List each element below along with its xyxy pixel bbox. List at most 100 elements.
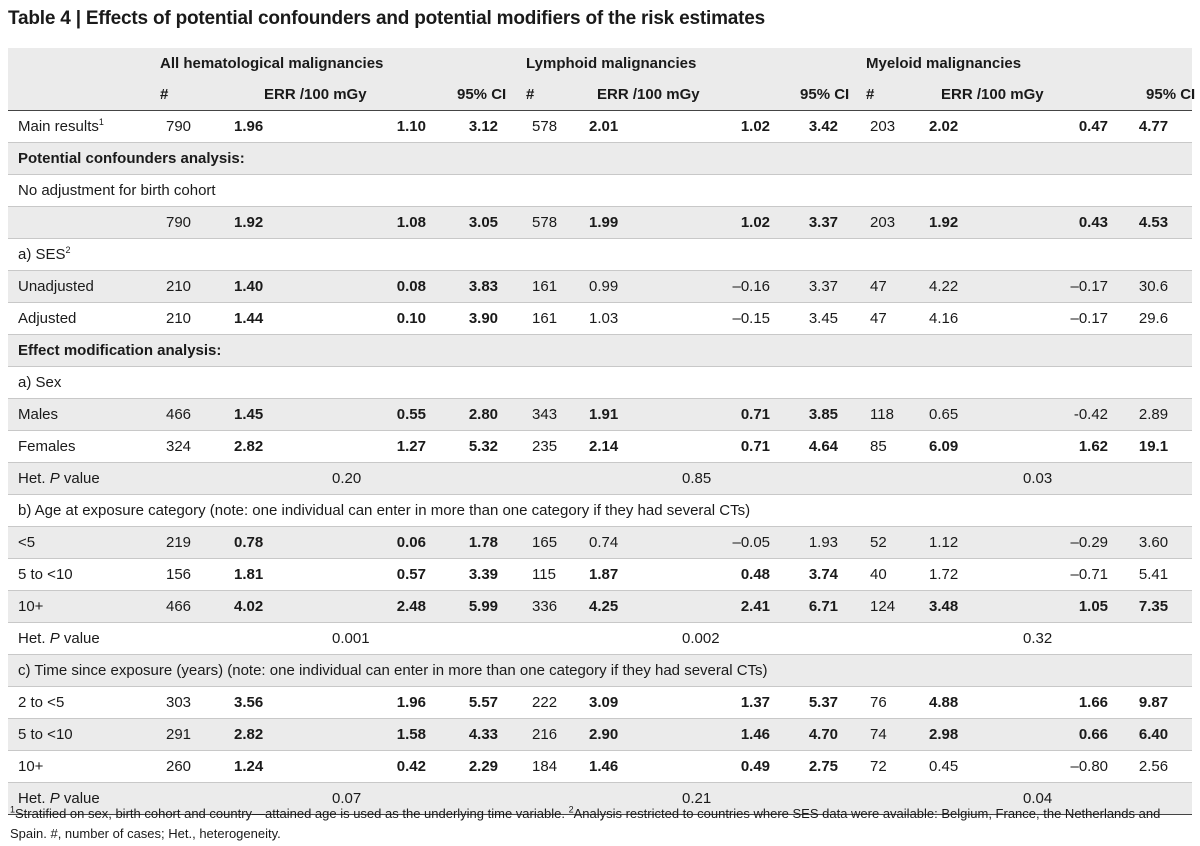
cell-cases: 85: [860, 430, 930, 463]
data-row: 5 to <10 291 2.82 1.58 4.33 216 2.90 1.46 4.70 74…: [8, 718, 1193, 751]
subgroup-label: c) Time since exposure (years) (note: on…: [18, 662, 768, 679]
row-label: 5 to <10: [8, 558, 154, 591]
cell-cases: 343: [520, 398, 588, 431]
cell-cases: 47: [860, 270, 930, 303]
cell-ci-upper: 5.57: [434, 686, 521, 719]
cell-cases: 156: [154, 558, 234, 591]
cell-ci-upper: 2.29: [434, 750, 521, 783]
cell-ci-upper: 5.41: [1116, 558, 1193, 591]
row-label-text: Main results: [18, 118, 99, 135]
row-label: 5 to <10: [8, 718, 154, 751]
row-label-text: Adjusted: [18, 310, 77, 327]
cell-ci-lower: 0.42: [332, 750, 434, 783]
cell-ci-upper: 2.75: [776, 750, 861, 783]
cell-ci-lower: 1.02: [682, 206, 777, 239]
row-label-text: 5 to <10: [18, 726, 73, 743]
group-header-all: All hematological malignancies: [154, 48, 521, 79]
cell-err: 1.12: [929, 526, 1024, 559]
cell-err: 2.82: [234, 718, 332, 751]
data-row: Main results1 790 1.96 1.10 3.12 578 2.01 1.02 3…: [8, 110, 1193, 143]
cell-cases: 47: [860, 302, 930, 335]
row-label: 2 to <5: [8, 686, 154, 719]
het-p-value: 0.07: [332, 782, 434, 815]
cell-ci-upper: 1.78: [434, 526, 521, 559]
col-header-ci: 95% CI: [332, 79, 521, 111]
het-p-value: 0.03: [1023, 462, 1117, 495]
cell-ci-lower: 1.37: [682, 686, 777, 719]
cell-cases: 118: [860, 398, 930, 431]
row-label-part: Het.: [18, 630, 50, 647]
het-p-value: 0.04: [1023, 782, 1117, 815]
cell-ci-upper: 3.05: [434, 206, 521, 239]
cell-cases: 222: [520, 686, 588, 719]
cell-ci-upper: 3.37: [776, 206, 861, 239]
cell-ci-lower: –0.17: [1023, 270, 1117, 303]
row-label-text: 10+: [18, 758, 44, 775]
row-label: Unadjusted: [8, 270, 154, 303]
subgroup-row: a) SES2: [8, 238, 1193, 271]
cell-ci-lower: 2.41: [682, 590, 777, 623]
footnote-marker: 2: [568, 804, 574, 815]
cell-cases: 210: [154, 270, 234, 303]
cell-cases: 578: [520, 206, 588, 239]
footnote-text: Analysis restricted to countries where S…: [10, 806, 1161, 841]
cell-ci-lower: 1.27: [332, 430, 434, 463]
row-label: <5: [8, 526, 154, 559]
row-label: Het. P value: [8, 622, 154, 655]
cell-err: 4.88: [929, 686, 1024, 719]
cell-cases: 52: [860, 526, 930, 559]
cell-cases: 216: [520, 718, 588, 751]
cell-err: 1.99: [587, 206, 683, 239]
het-p-value: 0.32: [1023, 622, 1117, 655]
row-label-text: Unadjusted: [18, 278, 94, 295]
row-label-part: P: [49, 630, 60, 647]
data-row: 5 to <10 156 1.81 0.57 3.39 115 1.87 0.48 3.74 40…: [8, 558, 1193, 591]
row-label-text: 5 to <10: [18, 566, 73, 583]
cell-ci-upper: 7.35: [1116, 590, 1193, 623]
cell-ci-upper: 29.6: [1116, 302, 1193, 335]
cell-ci-lower: –0.16: [682, 270, 777, 303]
row-label-part: value: [59, 790, 100, 807]
data-row: Unadjusted 210 1.40 0.08 3.83 161 0.99 –0.16 3.3…: [8, 270, 1193, 303]
data-row: <5 219 0.78 0.06 1.78 165 0.74 –0.05 1.93 52 1.12–…: [8, 526, 1193, 559]
row-label: 10+: [8, 750, 154, 783]
col-header-err: ERR /100 mGy: [234, 79, 367, 111]
row-label: Main results1: [8, 110, 154, 143]
cell-ci-upper: 5.37: [776, 686, 861, 719]
subgroup-label: a) Sex: [18, 374, 62, 391]
cell-err: 0.78: [234, 526, 332, 559]
cell-cases: 203: [860, 206, 930, 239]
cell-err: 2.02: [929, 110, 1024, 143]
cell-ci-upper: 30.6: [1116, 270, 1193, 303]
cell-ci-lower: 0.71: [682, 430, 777, 463]
het-p-value-row: Het. P value 0.001 0.002 0.32: [8, 622, 1193, 655]
cell-ci-upper: 3.60: [1116, 526, 1193, 559]
cell-err: 1.92: [234, 206, 332, 239]
cell-ci-lower: 1.02: [682, 110, 777, 143]
section-row: Potential confounders analysis:: [8, 142, 1193, 175]
cell-err: 1.81: [234, 558, 332, 591]
results-table: All hematological malignancies Lymphoid …: [8, 48, 1195, 815]
cell-cases: 466: [154, 398, 234, 431]
cell-err: 0.99: [587, 270, 683, 303]
cell-ci-upper: 3.74: [776, 558, 861, 591]
section-label: Potential confounders analysis:: [18, 150, 245, 167]
cell-cases: 161: [520, 270, 588, 303]
col-header-err: ERR /100 mGy: [587, 79, 700, 111]
cell-err: 1.45: [234, 398, 332, 431]
cell-ci-lower: 0.71: [682, 398, 777, 431]
subgroup-label: No adjustment for birth cohort: [18, 182, 216, 199]
cell-err: 0.65: [929, 398, 1024, 431]
cell-ci-upper: 3.39: [434, 558, 521, 591]
cell-ci-upper: 4.64: [776, 430, 861, 463]
cell-ci-upper: 1.93: [776, 526, 861, 559]
col-header-cases: #: [860, 79, 930, 111]
cell-cases: 235: [520, 430, 588, 463]
cell-cases: 324: [154, 430, 234, 463]
cell-ci-lower: 0.49: [682, 750, 777, 783]
cell-ci-upper: 6.71: [776, 590, 861, 623]
cell-cases: 260: [154, 750, 234, 783]
subgroup-row: a) Sex: [8, 366, 1193, 399]
cell-err: 4.02: [234, 590, 332, 623]
